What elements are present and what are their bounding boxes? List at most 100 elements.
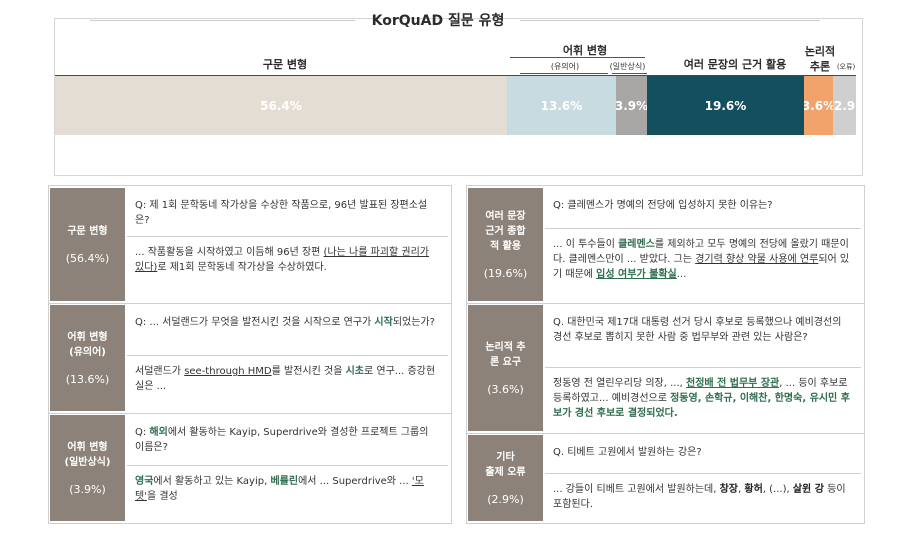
header-lexical: 어휘 변형 — [562, 44, 608, 57]
example-answer-context: 영국에서 활동하고 있는 Kayip, 베를린에서 ... Superdrive… — [127, 465, 448, 504]
text-run: 천정배 전 법무부 장관 — [686, 378, 780, 389]
header-synonym-rule — [520, 73, 608, 74]
row-divider — [466, 433, 865, 434]
header-error: (오류) — [836, 63, 856, 71]
bar-label: 3.9% — [616, 98, 647, 113]
category-percent: (13.6%) — [65, 372, 110, 386]
text-run: 정동영 전 열린우리당 의장, ..., — [553, 378, 686, 389]
bar-label: 13.6% — [540, 98, 583, 113]
category-name: 어휘 변형 — [67, 331, 108, 343]
category-name: 구문 변형 — [67, 225, 108, 237]
text-run: 에서 활동하는 Kayip, Superdrive와 결성한 프로젝트 그룹의 … — [135, 427, 429, 453]
category-name: 논리적 추 — [485, 341, 526, 353]
text-run: 창장 — [719, 484, 739, 495]
header-lexical-common: (일반상식) — [609, 62, 646, 71]
text-run: 되었는가? — [392, 317, 435, 328]
example-answer-context: ... 작품활동을 시작하였고 이듬해 96년 장편 (나는 나를 파괴할 권리… — [127, 236, 448, 275]
text-run: 되어 있기 때문에 — [553, 254, 850, 280]
text-run: 등이 포함된다. — [553, 484, 846, 510]
text-run: ... 작품활동을 시작하였고 이듬해 96년 장편 — [135, 247, 324, 258]
example-question: Q. 티베트 고원에서 발원하는 강은? — [553, 447, 702, 458]
category-percent: (19.6%) — [483, 266, 528, 280]
bar-label: 3.6% — [804, 98, 833, 113]
category-label: 어휘 변형 (유의어) (13.6%) — [50, 305, 125, 411]
category-name: 적 활용 — [489, 240, 522, 252]
text-run: 황허 — [744, 484, 763, 495]
text-run: 을 결성 — [146, 491, 178, 502]
row-divider — [48, 303, 452, 304]
category-name: 여러 문장 — [485, 210, 526, 222]
example-answer-context: ... 강들이 티베트 고원에서 발원하는데, 창장, 황허, (...), 살… — [545, 473, 861, 512]
bar-label: 19.6% — [704, 98, 747, 113]
text-run: 해외 — [149, 427, 168, 438]
text-run: 정동영, 손학규, 이해찬, 한명숙, 유시민 후보가 경선 후보로 결정되었다… — [553, 393, 850, 419]
text-run: 베를린 — [270, 476, 299, 487]
example-answer-context: 서덜랜드가 see-through HMD를 발전시킨 것을 시초로 연구...… — [127, 355, 448, 394]
example-answer-context: 정동영 전 열린우리당 의장, ..., 천정배 전 법무부 장관, ... 등… — [545, 367, 861, 421]
text-run: 를 발전시킨 것을 — [271, 366, 346, 377]
bar-segment: 19.6% — [647, 76, 804, 135]
row-divider — [466, 303, 865, 304]
category-name: 론 요구 — [489, 356, 522, 368]
bar-label: 2.9 — [833, 98, 856, 113]
row-divider — [48, 413, 452, 414]
text-run: see-through HMD — [184, 366, 272, 377]
title-rule-right — [520, 20, 820, 21]
category-label: 어휘 변형 (일반상식) (3.9%) — [50, 415, 125, 521]
header-multi-sentence: 여러 문장의 근거 활용 — [683, 58, 787, 71]
category-name: (유의어) — [69, 346, 106, 358]
text-run: 살윈 강 — [792, 484, 824, 495]
chart-panel — [54, 18, 863, 176]
text-run: 에서 활동하고 있는 Kayip, — [153, 476, 271, 487]
category-name: 어휘 변형 — [67, 441, 108, 453]
header-lexical-rule — [510, 57, 645, 58]
text-run: 입성 여부가 불확실 — [596, 269, 677, 280]
text-run: , — [738, 484, 745, 495]
bar-segment: 3.6% — [804, 76, 833, 135]
text-run: 경기력 향상 약물 사용에 연루 — [695, 254, 819, 265]
text-run: '모텟' — [135, 476, 424, 502]
text-run: 로 연구... 증강현실은 ... — [135, 366, 436, 392]
text-run: Q: — [135, 427, 150, 438]
text-run: , (...), — [762, 484, 793, 495]
title-rule-left — [90, 20, 355, 21]
example-question: Q: 클레멘스가 명예의 전당에 입성하지 못한 이유는? — [553, 200, 773, 211]
text-run: 영국 — [135, 476, 154, 487]
example-question: Q: ... 서덜랜드가 무엇을 발전시킨 것을 시작으로 연구가 시작되었는가… — [127, 315, 448, 330]
header-logic-line2: 추론 — [809, 60, 831, 73]
bar-segment: 3.9% — [616, 76, 647, 135]
example-question: Q: 해외에서 활동하는 Kayip, Superdrive와 결성한 프로젝트… — [127, 425, 448, 455]
text-run: Q: ... 서덜랜드가 무엇을 발전시킨 것을 시작으로 연구가 — [135, 317, 375, 328]
text-run: 를 제외하고 모두 명예의 전당에 올랐기 때문이다. 클레멘스만이 ... 받… — [553, 239, 849, 265]
example-answer-context: ... 이 투수들이 클레멘스를 제외하고 모두 명예의 전당에 올랐기 때문이… — [545, 228, 861, 282]
text-run: 에서 ... Superdrive와 ... — [298, 476, 412, 487]
category-name: 기타 — [496, 451, 515, 463]
category-percent: (3.6%) — [487, 382, 524, 396]
chart-title: KorQuAD 질문 유형 — [371, 13, 505, 29]
category-label: 구문 변형 (56.4%) — [50, 188, 125, 301]
text-run: , ... 등이 후보로 등록하였고... 예비경선으로 — [553, 378, 848, 404]
header-logic-line1: 논리적 — [804, 45, 836, 58]
category-name: (일반상식) — [64, 456, 111, 468]
bar-label: 56.4% — [260, 98, 302, 113]
example-question: Q: 제 1회 문학동네 작가상을 수상한 작품으로, 96년 발표된 장편소설… — [135, 200, 428, 226]
text-run: 로 제1회 문학동네 작가상을 수상하였다. — [157, 262, 327, 273]
category-percent: (2.9%) — [487, 492, 524, 506]
text-run: ... 강들이 티베트 고원에서 발원하는데, — [553, 484, 720, 495]
header-lexical-synonym: (유의어) — [550, 62, 580, 71]
bar-segment: 13.6% — [507, 76, 616, 135]
header-syntax: 구문 변형 — [262, 58, 308, 71]
text-run: (나는 나를 파괴할 권리가 있다) — [135, 247, 429, 273]
bar-segment: 2.9 — [833, 76, 856, 135]
category-name: 출제 오류 — [485, 466, 526, 478]
text-run: 서덜랜드가 — [135, 366, 185, 377]
text-run: 시작 — [374, 317, 393, 328]
category-name: 근거 종합 — [485, 225, 526, 237]
text-run: 클레멘스 — [618, 239, 655, 250]
category-percent: (3.9%) — [69, 482, 106, 496]
stacked-bar: 56.4% 13.6% 3.9% 19.6% 3.6%2.9 — [55, 76, 856, 135]
text-run: 시초 — [345, 366, 364, 377]
